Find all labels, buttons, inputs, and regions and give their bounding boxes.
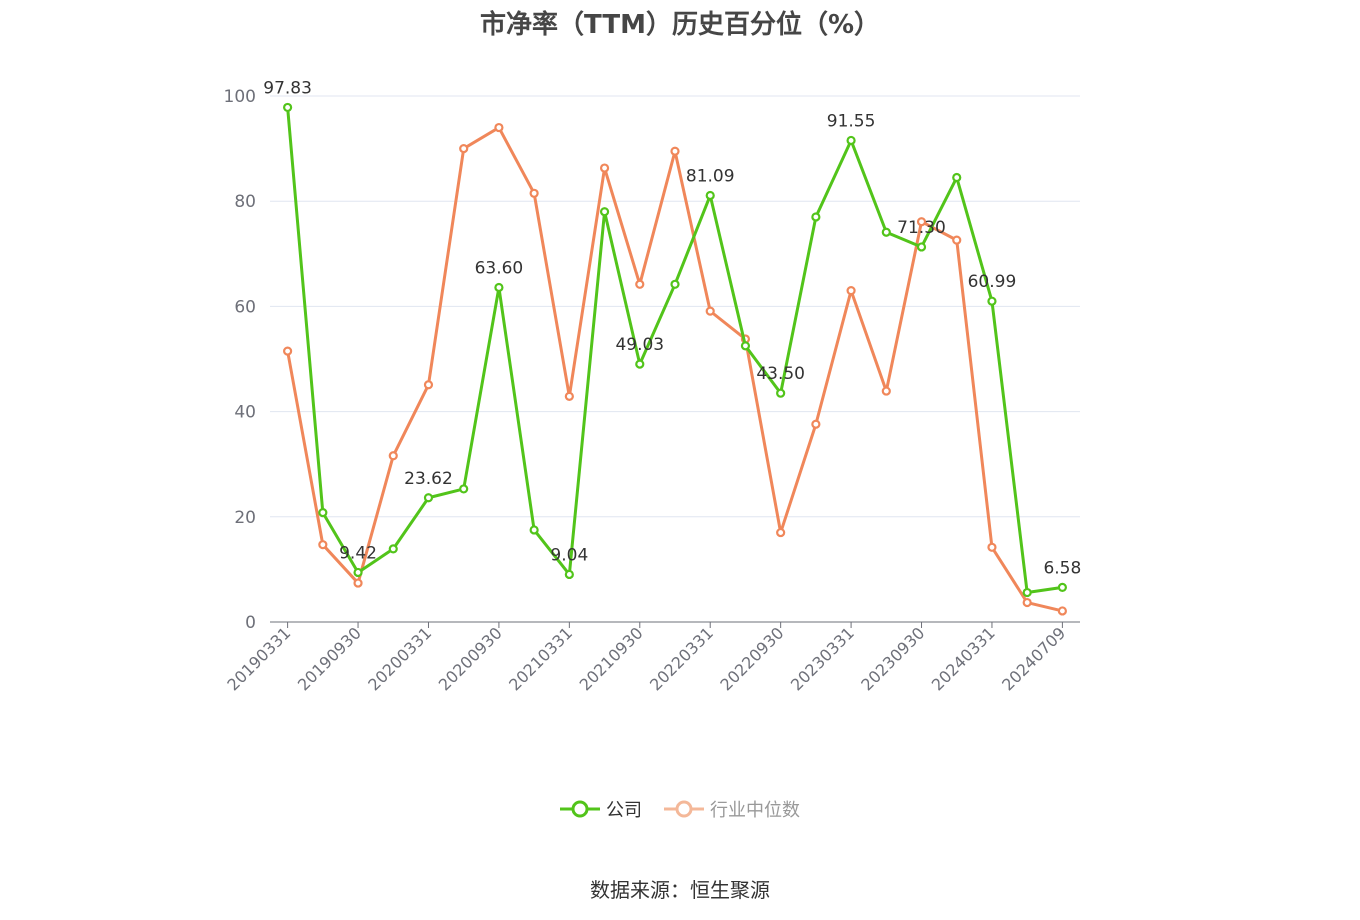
y-tick-label: 20 xyxy=(234,508,256,528)
source-note: 数据来源：恒生聚源 xyxy=(590,878,770,902)
x-tick-label: 20210331 xyxy=(505,623,576,694)
data-point-industry xyxy=(1022,597,1032,608)
data-point-company xyxy=(564,569,574,580)
data-point-company xyxy=(388,544,398,554)
data-point-company xyxy=(635,359,645,369)
data-label: 81.09 xyxy=(686,166,735,186)
data-label: 91.55 xyxy=(827,111,876,131)
data-point-company xyxy=(423,493,434,503)
legend-item-company[interactable]: 公司 xyxy=(560,796,642,822)
data-point-company xyxy=(881,227,891,237)
data-point-industry xyxy=(916,217,927,227)
data-point-industry xyxy=(670,146,680,156)
data-point-company xyxy=(529,525,539,535)
data-point-company xyxy=(599,207,610,217)
data-point-industry xyxy=(599,163,610,173)
y-tick-label: 60 xyxy=(234,297,256,317)
x-tick-label: 20230331 xyxy=(787,623,858,694)
x-tick-label: 20210930 xyxy=(576,623,647,694)
data-point-industry xyxy=(529,188,539,198)
data-point-company xyxy=(776,388,786,398)
data-point-industry xyxy=(881,386,891,396)
x-tick-label: 20240331 xyxy=(928,623,999,694)
data-point-company xyxy=(987,296,997,306)
data-point-industry xyxy=(564,391,574,401)
data-point-company xyxy=(705,190,715,201)
data-point-company xyxy=(1057,582,1067,592)
data-point-company xyxy=(952,172,962,183)
data-point-industry xyxy=(776,527,786,538)
x-tick-label: 20240709 xyxy=(998,623,1069,694)
x-tick-label: 20230930 xyxy=(857,623,928,694)
data-point-industry xyxy=(987,542,997,552)
data-label: 9.04 xyxy=(550,545,588,565)
data-point-industry xyxy=(283,346,293,356)
data-point-industry xyxy=(1057,606,1067,616)
chart-title: 市净率（TTM）历史百分位（%） xyxy=(480,10,880,40)
legend: 公司 行业中位数 xyxy=(0,796,1360,822)
legend-industry-label: 行业中位数 xyxy=(710,800,800,821)
y-tick-label: 80 xyxy=(234,192,256,212)
data-label: 71.30 xyxy=(897,218,946,238)
data-point-industry xyxy=(388,451,398,461)
legend-company-icon xyxy=(560,800,600,818)
data-label: 6.58 xyxy=(1043,558,1081,578)
y-tick-label: 0 xyxy=(245,613,256,633)
axes: 0 20 40 60 80 100 20190331 20190930 20200331 2020… xyxy=(223,87,1080,694)
data-point-industry xyxy=(811,419,821,429)
data-point-industry xyxy=(494,122,504,133)
y-tick-label: 100 xyxy=(224,87,256,107)
data-point-company xyxy=(494,282,504,293)
data-label: 63.60 xyxy=(475,258,524,278)
data-point-industry xyxy=(705,306,715,316)
data-label: 60.99 xyxy=(968,272,1017,292)
x-tick-label: 20200331 xyxy=(364,623,435,694)
line-chart: 0 20 40 60 80 100 20190331 20190930 20200331 2020… xyxy=(223,78,1081,694)
data-point-company xyxy=(811,212,821,222)
legend-company-label: 公司 xyxy=(606,800,642,821)
data-label: 97.83 xyxy=(263,78,312,98)
data-point-industry xyxy=(952,235,962,245)
data-label: 23.62 xyxy=(404,469,453,489)
data-label: 9.42 xyxy=(339,543,377,563)
data-point-company xyxy=(846,135,856,146)
x-tick-label: 20200930 xyxy=(435,623,506,694)
data-point-company xyxy=(283,102,293,113)
series xyxy=(283,102,1067,616)
data-point-industry xyxy=(635,279,645,289)
data-point-company xyxy=(459,484,469,494)
y-tick-label: 40 xyxy=(234,403,256,423)
data-point-company xyxy=(1022,587,1032,598)
data-point-company xyxy=(318,507,328,518)
data-point-company xyxy=(740,341,751,351)
data-point-industry xyxy=(353,578,363,588)
x-tick-label: 20190331 xyxy=(223,623,294,694)
data-labels: 97.83 9.42 23.62 63.60 9.04 49.03 81.09 43.50 91… xyxy=(263,78,1081,578)
x-tick-label: 20220331 xyxy=(646,623,717,694)
data-point-company xyxy=(670,279,680,289)
data-label: 49.03 xyxy=(615,335,664,355)
data-point-industry xyxy=(846,286,856,296)
x-tick-label: 20190930 xyxy=(294,623,365,694)
data-point-industry xyxy=(318,540,328,550)
legend-industry-icon xyxy=(664,800,704,818)
grid-lines xyxy=(270,95,1080,518)
data-point-company xyxy=(916,242,927,252)
data-point-industry xyxy=(423,380,434,390)
data-point-company xyxy=(353,567,363,578)
data-point-industry xyxy=(459,144,469,154)
data-label: 43.50 xyxy=(756,364,805,384)
legend-item-industry[interactable]: 行业中位数 xyxy=(664,796,800,822)
x-tick-label: 20220930 xyxy=(716,623,787,694)
series-line-company xyxy=(286,107,1063,595)
